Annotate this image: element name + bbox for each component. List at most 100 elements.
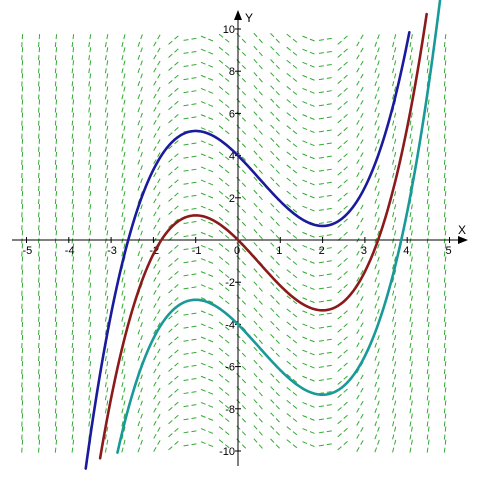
slope-segment bbox=[426, 148, 430, 165]
slope-segment bbox=[21, 161, 24, 178]
slope-segment bbox=[218, 229, 232, 241]
slope-segment bbox=[21, 358, 24, 375]
slope-segment bbox=[374, 345, 381, 361]
slope-segment bbox=[286, 400, 300, 411]
slope-segment bbox=[409, 318, 414, 335]
slope-segment bbox=[183, 338, 200, 342]
y-tick-label: 4 bbox=[229, 151, 235, 163]
slope-segment bbox=[121, 44, 127, 61]
slope-segment bbox=[392, 332, 397, 348]
slope-segment bbox=[88, 122, 92, 139]
slope-segment bbox=[218, 125, 232, 137]
slope-segment bbox=[21, 227, 24, 244]
slope-segment bbox=[443, 292, 447, 309]
slope-segment bbox=[183, 377, 200, 381]
slope-segment bbox=[153, 84, 163, 99]
slope-segment bbox=[38, 345, 41, 362]
slope-segment bbox=[168, 399, 181, 412]
slope-segment bbox=[183, 115, 200, 120]
slope-segment bbox=[38, 266, 41, 283]
slope-segment bbox=[337, 412, 351, 425]
slope-segment bbox=[218, 295, 232, 307]
slope-segment bbox=[253, 359, 265, 373]
slope-segment bbox=[443, 44, 447, 61]
slope-segment bbox=[54, 70, 58, 87]
slope-segment bbox=[38, 161, 41, 178]
slope-segment bbox=[356, 215, 366, 230]
y-tick-label: -6 bbox=[225, 362, 235, 374]
slope-segment bbox=[38, 371, 41, 388]
slope-segment bbox=[443, 148, 447, 165]
slope-segment bbox=[426, 292, 430, 309]
slope-segment bbox=[54, 423, 58, 440]
slope-segment bbox=[104, 227, 109, 244]
x-tick-label: -3 bbox=[107, 245, 117, 257]
slope-segment bbox=[54, 332, 58, 349]
slope-segment bbox=[54, 109, 58, 126]
slope-segment bbox=[121, 70, 127, 87]
slope-segment bbox=[270, 59, 282, 72]
slope-segment bbox=[168, 321, 181, 333]
slope-segment bbox=[236, 98, 249, 111]
slope-segment bbox=[168, 33, 181, 45]
slope-segment bbox=[374, 358, 381, 374]
slope-segment bbox=[337, 190, 351, 202]
slope-segment bbox=[270, 163, 282, 177]
slope-segment bbox=[443, 423, 447, 440]
slope-segment bbox=[200, 349, 216, 357]
slope-segment bbox=[318, 246, 335, 251]
slope-segment bbox=[270, 85, 282, 98]
slope-segment bbox=[121, 240, 127, 257]
slope-segment bbox=[270, 333, 282, 347]
slope-segment bbox=[253, 268, 265, 281]
slope-segment bbox=[286, 125, 300, 137]
slope-segment bbox=[121, 358, 127, 375]
slope-segment bbox=[426, 240, 430, 257]
slope-segment bbox=[337, 347, 351, 359]
slope-segment bbox=[426, 384, 430, 401]
slope-segment bbox=[318, 272, 335, 277]
slope-segment bbox=[137, 266, 144, 283]
slope-segment bbox=[54, 240, 58, 257]
y-axis-label: Y bbox=[245, 11, 253, 25]
slope-segment bbox=[318, 364, 335, 368]
slope-segment bbox=[200, 205, 216, 213]
slope-segment bbox=[286, 256, 300, 267]
slope-segment bbox=[88, 188, 92, 205]
slope-segment bbox=[374, 423, 381, 440]
slope-segment bbox=[21, 122, 24, 139]
slope-segment bbox=[409, 345, 414, 362]
slope-segment bbox=[168, 242, 181, 255]
slope-segment bbox=[318, 338, 335, 342]
slope-segment bbox=[168, 46, 181, 58]
slope-segment bbox=[302, 428, 318, 436]
slope-segment bbox=[218, 151, 232, 163]
solution-curves bbox=[84, 0, 442, 470]
slope-segment bbox=[318, 155, 335, 159]
slope-segment bbox=[409, 44, 414, 61]
slope-segment bbox=[218, 360, 232, 372]
slope-segment bbox=[302, 441, 318, 449]
y-axis-arrow-icon bbox=[234, 10, 242, 20]
slope-segment bbox=[409, 31, 414, 48]
slope-segment bbox=[121, 319, 127, 335]
slope-segment bbox=[253, 425, 265, 438]
slope-segment bbox=[71, 214, 75, 231]
slope-segment bbox=[337, 242, 351, 255]
slope-segment bbox=[253, 163, 265, 177]
slope-segment bbox=[337, 399, 351, 412]
slope-segment bbox=[302, 349, 318, 357]
slope-segment bbox=[392, 122, 397, 139]
slope-segment bbox=[104, 122, 109, 139]
slope-segment bbox=[286, 33, 300, 45]
slope-segment bbox=[71, 371, 75, 388]
slope-segment bbox=[356, 97, 366, 112]
slope-segment bbox=[426, 214, 430, 231]
x-tick-label: 0 bbox=[234, 245, 240, 257]
slope-segment bbox=[253, 150, 265, 164]
slope-segment bbox=[88, 175, 92, 192]
slope-segment bbox=[318, 128, 335, 133]
slope-segment bbox=[356, 411, 366, 426]
slope-segment bbox=[302, 284, 318, 292]
slope-segment bbox=[409, 397, 414, 414]
